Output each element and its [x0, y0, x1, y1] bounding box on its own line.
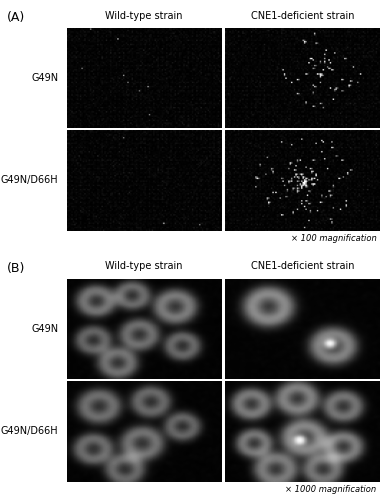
Text: (B): (B) [7, 262, 25, 275]
Text: Wild-type strain: Wild-type strain [105, 10, 183, 20]
Text: CNE1-deficient strain: CNE1-deficient strain [251, 10, 354, 20]
Text: CNE1-deficient strain: CNE1-deficient strain [251, 262, 354, 272]
Text: × 100 magnification: × 100 magnification [291, 234, 376, 242]
Text: G49N: G49N [31, 73, 58, 83]
Text: Wild-type strain: Wild-type strain [105, 262, 183, 272]
Text: G49N: G49N [31, 324, 58, 334]
Text: G49N/D66H: G49N/D66H [0, 176, 58, 186]
Text: × 1000 magnification: × 1000 magnification [285, 484, 376, 494]
Text: G49N/D66H: G49N/D66H [0, 426, 58, 436]
Text: (A): (A) [7, 11, 25, 24]
